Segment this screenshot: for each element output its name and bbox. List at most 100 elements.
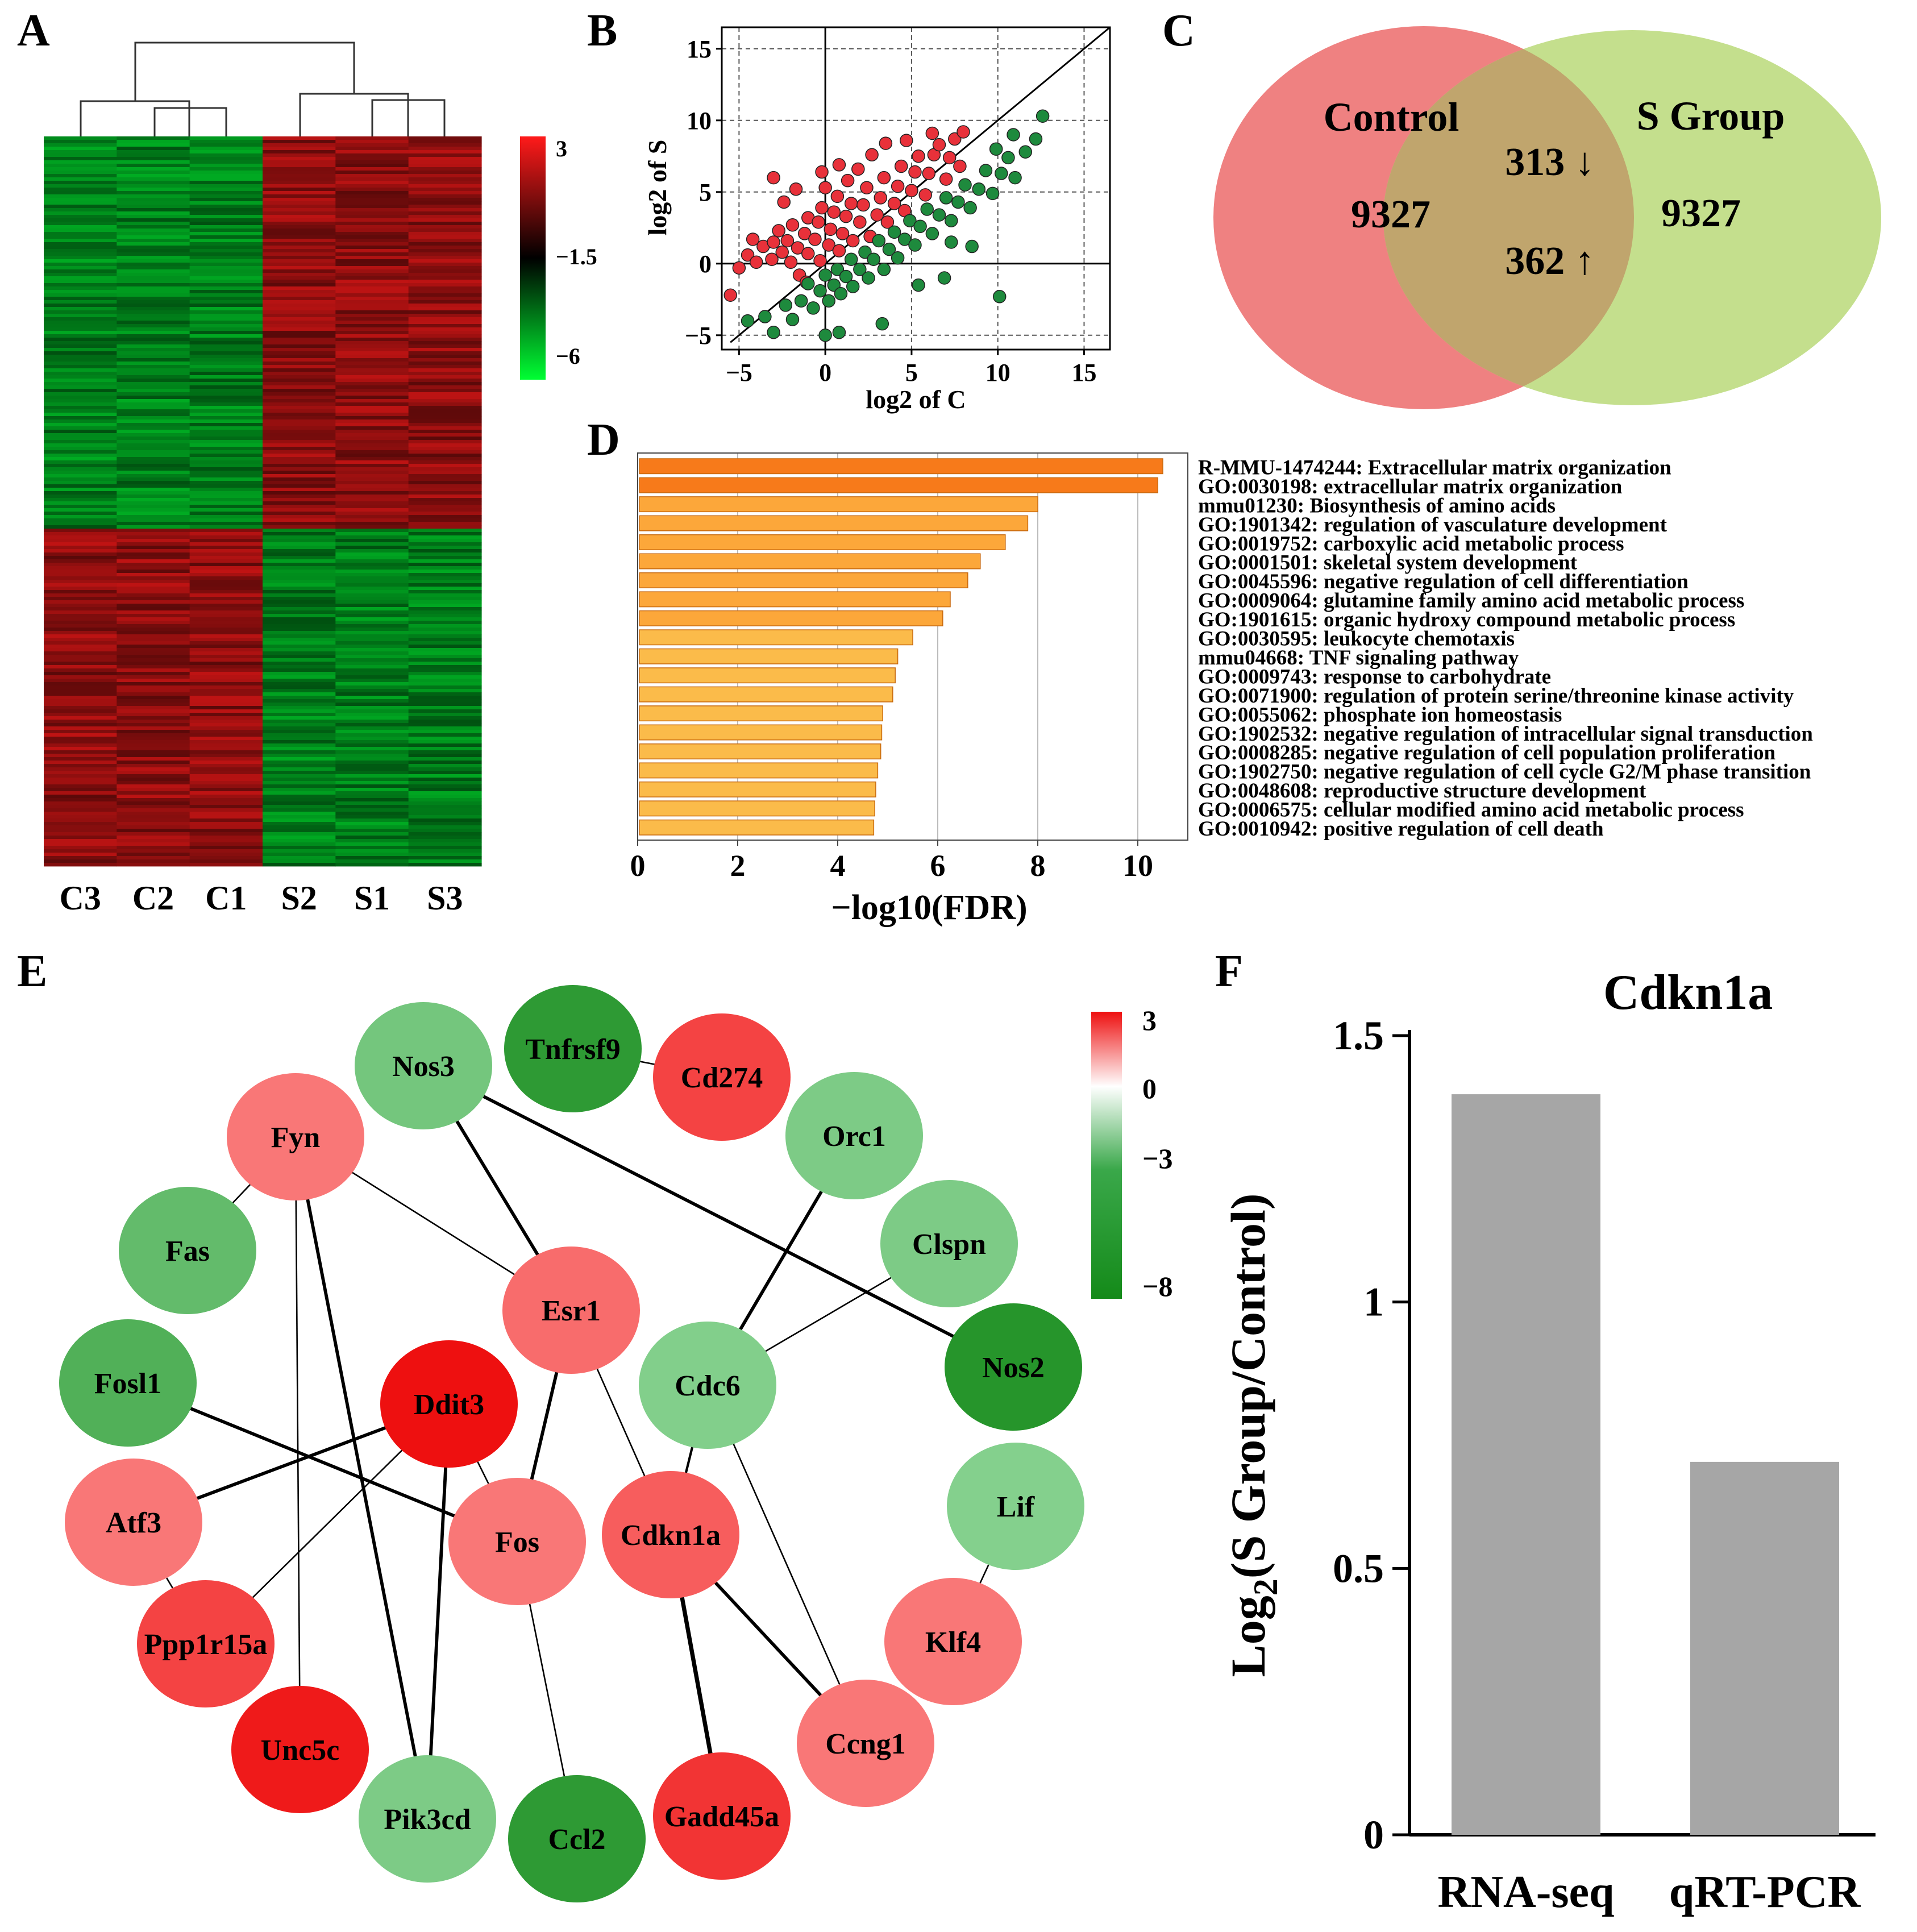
heatmap-cell bbox=[44, 614, 117, 618]
heatmap-cell bbox=[189, 665, 263, 669]
heatmap-cell bbox=[117, 593, 190, 597]
heatmap-cell bbox=[263, 307, 336, 311]
heatmap-cell bbox=[117, 150, 190, 154]
panel-letter-b: B bbox=[587, 6, 617, 56]
heatmap-cell bbox=[44, 437, 117, 441]
heatmap-cell bbox=[335, 703, 409, 707]
heatmap-cell bbox=[44, 723, 117, 727]
network-node-atf3 bbox=[65, 1459, 202, 1586]
network-edge bbox=[127, 1381, 518, 1543]
scatter-point bbox=[780, 234, 795, 248]
heatmap-cell bbox=[408, 675, 482, 679]
heatmap-cell bbox=[408, 426, 482, 430]
heatmap-cell bbox=[263, 225, 336, 229]
heatmap-cell bbox=[408, 344, 482, 348]
heatmap-cell bbox=[335, 368, 409, 372]
heatmap-cell bbox=[335, 419, 409, 423]
heatmap-cell bbox=[335, 375, 409, 379]
heatmap-cell bbox=[263, 853, 336, 857]
heatmap-cell bbox=[263, 321, 336, 325]
heatmap-cell bbox=[263, 460, 336, 464]
heatmap-cell bbox=[117, 771, 190, 775]
heatmap-cell bbox=[408, 815, 482, 819]
heatmap-cell bbox=[408, 583, 482, 587]
heatmap-cell bbox=[263, 409, 336, 413]
panel-letter-d: D bbox=[587, 415, 620, 465]
heatmap-cell bbox=[189, 525, 263, 529]
scatter-point bbox=[992, 290, 1007, 304]
heatmap-cell bbox=[408, 249, 482, 253]
heatmap-cell bbox=[189, 662, 263, 666]
network-node-label: Fos bbox=[495, 1526, 539, 1559]
heatmap-cell bbox=[117, 631, 190, 635]
heatmap-cell bbox=[117, 208, 190, 212]
heatmap-cell bbox=[189, 563, 263, 567]
heatmap-cell bbox=[263, 501, 336, 505]
heatmap-cell bbox=[408, 239, 482, 243]
heatmap-cell bbox=[117, 610, 190, 614]
heatmap-cell bbox=[44, 177, 117, 181]
heatmap-cell bbox=[408, 733, 482, 737]
scatter-point bbox=[908, 238, 922, 252]
scatter-point bbox=[870, 208, 884, 222]
heatmap-cell bbox=[44, 655, 117, 659]
heatmap-cell bbox=[263, 798, 336, 802]
heatmap-cell bbox=[408, 730, 482, 734]
network-node-tnfrsf9 bbox=[504, 985, 642, 1112]
heatmap-cell bbox=[408, 798, 482, 802]
heatmap-cell bbox=[117, 723, 190, 727]
network-node-label: Unc5c bbox=[261, 1734, 340, 1767]
heatmap-cell bbox=[335, 215, 409, 219]
heatmap-cell bbox=[408, 692, 482, 696]
heatmap-cell bbox=[44, 242, 117, 246]
heatmap-cell bbox=[335, 382, 409, 386]
heatmap-cell bbox=[263, 617, 336, 621]
heatmap-cell bbox=[117, 590, 190, 594]
heatmap-cell bbox=[117, 733, 190, 737]
network-node-label: Lif bbox=[997, 1491, 1035, 1523]
heatmap-cell bbox=[189, 822, 263, 826]
heatmap-cell bbox=[263, 344, 336, 348]
heatmap-cell bbox=[44, 801, 117, 805]
scatter-point bbox=[944, 214, 958, 227]
heatmap-cell bbox=[44, 215, 117, 219]
panel-letter-e: E bbox=[17, 946, 47, 996]
heatmap-cell bbox=[335, 249, 409, 253]
heatmap-cell bbox=[263, 825, 336, 829]
heatmap-cell bbox=[263, 583, 336, 587]
heatmap-cell bbox=[44, 334, 117, 338]
heatmap-cell bbox=[189, 628, 263, 631]
heatmap-cell bbox=[189, 310, 263, 314]
heatmap-cell bbox=[335, 348, 409, 352]
network-node-label: Cdkn1a bbox=[621, 1519, 721, 1552]
heatmap-cell bbox=[408, 389, 482, 393]
heatmap-cell bbox=[44, 863, 117, 867]
heatmap-cell bbox=[335, 754, 409, 758]
heatmap-cell bbox=[117, 252, 190, 256]
network-colorbar-gradient bbox=[1091, 1012, 1122, 1299]
enrichment-term-label: GO:0030198: extracellular matrix organiz… bbox=[1198, 475, 1623, 498]
heatmap-cell bbox=[335, 300, 409, 304]
heatmap-cell bbox=[44, 286, 117, 290]
heatmap-cell bbox=[189, 740, 263, 744]
heatmap-cell bbox=[263, 518, 336, 522]
scatter-point bbox=[785, 313, 800, 326]
heatmap-cell bbox=[44, 426, 117, 430]
venn-label-s-group: S Group bbox=[1637, 93, 1785, 139]
heatmap-cell bbox=[44, 795, 117, 799]
heatmap-cell bbox=[408, 372, 482, 376]
heatmap-cell bbox=[44, 348, 117, 352]
heatmap-cell bbox=[117, 801, 190, 805]
heatmap-cell bbox=[117, 645, 190, 649]
heatmap-cell bbox=[408, 822, 482, 826]
network-node-label: Ccng1 bbox=[825, 1728, 906, 1760]
heatmap-cell bbox=[189, 542, 263, 546]
heatmap-cell bbox=[263, 201, 336, 205]
heatmap-cell bbox=[263, 812, 336, 816]
heatmap-cell bbox=[189, 839, 263, 843]
heatmap-cell bbox=[189, 784, 263, 788]
heatmap-cell bbox=[335, 488, 409, 492]
heatmap-cell bbox=[335, 324, 409, 328]
scatter-ytick-label: 5 bbox=[699, 178, 712, 206]
heatmap-cell bbox=[335, 604, 409, 608]
